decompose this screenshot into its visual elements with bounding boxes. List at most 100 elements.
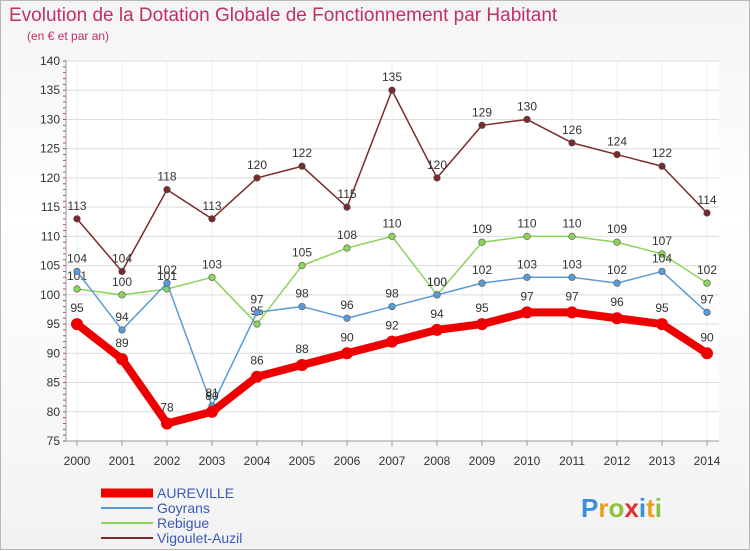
x-tick-label: 2007	[379, 454, 406, 468]
data-label-goyrans: 102	[157, 263, 177, 277]
x-tick-label: 2005	[289, 454, 316, 468]
legend-label: AUREVILLE	[157, 485, 234, 501]
data-point-goyrans	[163, 279, 171, 287]
data-label-vigoulet-auzil: 130	[517, 99, 537, 113]
data-point-vigoulet-auzil	[388, 86, 396, 94]
data-label-rebigue: 100	[427, 275, 447, 289]
data-label-rebigue: 109	[472, 222, 492, 236]
x-tick-label: 2000	[64, 454, 91, 468]
data-point-aureville	[566, 306, 578, 319]
data-point-vigoulet-auzil	[73, 215, 81, 223]
data-label-vigoulet-auzil: 114	[697, 193, 716, 207]
data-point-rebigue	[253, 320, 261, 328]
data-point-goyrans	[298, 302, 306, 311]
data-label-vigoulet-auzil: 104	[112, 251, 132, 265]
data-label-goyrans: 98	[295, 287, 309, 301]
data-label-rebigue: 100	[112, 275, 132, 289]
y-tick-label: 140	[40, 54, 60, 68]
data-label-aureville: 80	[205, 389, 219, 403]
data-point-vigoulet-auzil	[658, 162, 666, 170]
data-label-aureville: 90	[700, 330, 714, 344]
data-point-aureville	[206, 405, 218, 418]
data-label-goyrans: 100	[427, 275, 447, 289]
data-point-aureville	[701, 347, 713, 360]
data-point-rebigue	[388, 232, 396, 240]
data-label-rebigue: 101	[157, 269, 177, 283]
data-point-vigoulet-auzil	[568, 139, 576, 147]
y-tick-label: 120	[40, 171, 60, 185]
data-label-goyrans: 102	[472, 263, 492, 277]
data-point-goyrans	[478, 279, 486, 287]
data-label-rebigue: 105	[292, 246, 312, 260]
x-tick-label: 2008	[424, 454, 451, 468]
y-tick-label: 105	[40, 259, 60, 273]
data-label-aureville: 78	[160, 400, 174, 414]
data-point-rebigue	[118, 291, 126, 299]
y-tick-label: 75	[47, 434, 61, 448]
data-point-goyrans	[118, 326, 126, 334]
data-point-goyrans	[73, 267, 81, 276]
data-label-vigoulet-auzil: 129	[472, 105, 492, 119]
data-label-goyrans: 102	[607, 263, 627, 277]
data-label-vigoulet-auzil: 115	[337, 187, 356, 201]
data-point-aureville	[611, 312, 623, 325]
data-label-vigoulet-auzil: 126	[562, 123, 582, 137]
data-point-vigoulet-auzil	[163, 186, 171, 194]
y-tick-label: 110	[41, 229, 60, 243]
x-tick-label: 2001	[109, 454, 136, 468]
data-point-rebigue	[73, 285, 81, 293]
data-label-goyrans: 104	[652, 251, 672, 265]
data-label-aureville: 88	[295, 342, 309, 356]
data-label-rebigue: 110	[562, 216, 581, 230]
legend-label: Vigoulet-Auzil	[157, 530, 242, 546]
data-label-aureville: 97	[565, 289, 579, 303]
data-point-rebigue	[568, 232, 576, 240]
x-tick-label: 2006	[334, 454, 361, 468]
data-point-aureville	[521, 306, 533, 319]
x-tick-label: 2010	[514, 454, 541, 468]
x-tick-label: 2009	[469, 454, 496, 468]
data-label-vigoulet-auzil: 120	[247, 158, 267, 172]
x-tick-label: 2011	[559, 454, 585, 468]
data-label-vigoulet-auzil: 113	[67, 199, 86, 213]
y-tick-label: 135	[40, 83, 60, 97]
data-point-goyrans	[343, 314, 351, 322]
data-point-vigoulet-auzil	[703, 209, 711, 217]
proxiti-logo: Proxiti	[581, 493, 662, 523]
chart-subtitle: (en € et par an)	[27, 29, 110, 43]
data-point-aureville	[656, 318, 668, 331]
data-point-aureville	[476, 318, 488, 331]
chart-title: Evolution de la Dotation Globale de Fonc…	[9, 5, 558, 26]
y-tick-label: 125	[40, 142, 60, 156]
data-label-rebigue: 109	[607, 222, 627, 236]
data-label-vigoulet-auzil: 124	[607, 135, 627, 149]
y-tick-label: 85	[47, 376, 61, 390]
data-label-vigoulet-auzil: 120	[427, 158, 447, 172]
data-label-goyrans: 97	[250, 292, 264, 306]
data-label-aureville: 86	[250, 354, 264, 368]
data-label-goyrans: 96	[340, 298, 354, 312]
data-label-goyrans: 103	[562, 257, 582, 271]
data-point-aureville	[296, 359, 308, 371]
x-tick-label: 2002	[154, 454, 181, 468]
data-label-vigoulet-auzil: 122	[652, 146, 672, 160]
data-label-aureville: 96	[610, 295, 624, 309]
data-label-vigoulet-auzil: 135	[382, 70, 402, 84]
data-label-aureville: 95	[70, 301, 84, 315]
data-label-aureville: 95	[655, 301, 669, 315]
x-tick-label: 2004	[244, 454, 271, 468]
data-point-vigoulet-auzil	[433, 174, 441, 182]
x-tick-label: 2014	[694, 454, 721, 468]
data-point-vigoulet-auzil	[253, 174, 261, 182]
x-tick-label: 2003	[199, 454, 226, 468]
data-point-goyrans	[613, 279, 621, 287]
data-point-vigoulet-auzil	[343, 203, 351, 211]
data-point-vigoulet-auzil	[613, 150, 621, 159]
data-label-aureville: 97	[520, 289, 534, 303]
data-label-goyrans: 104	[67, 251, 87, 265]
data-label-rebigue: 110	[517, 216, 536, 230]
data-label-rebigue: 102	[697, 263, 717, 277]
data-label-aureville: 92	[385, 319, 399, 333]
